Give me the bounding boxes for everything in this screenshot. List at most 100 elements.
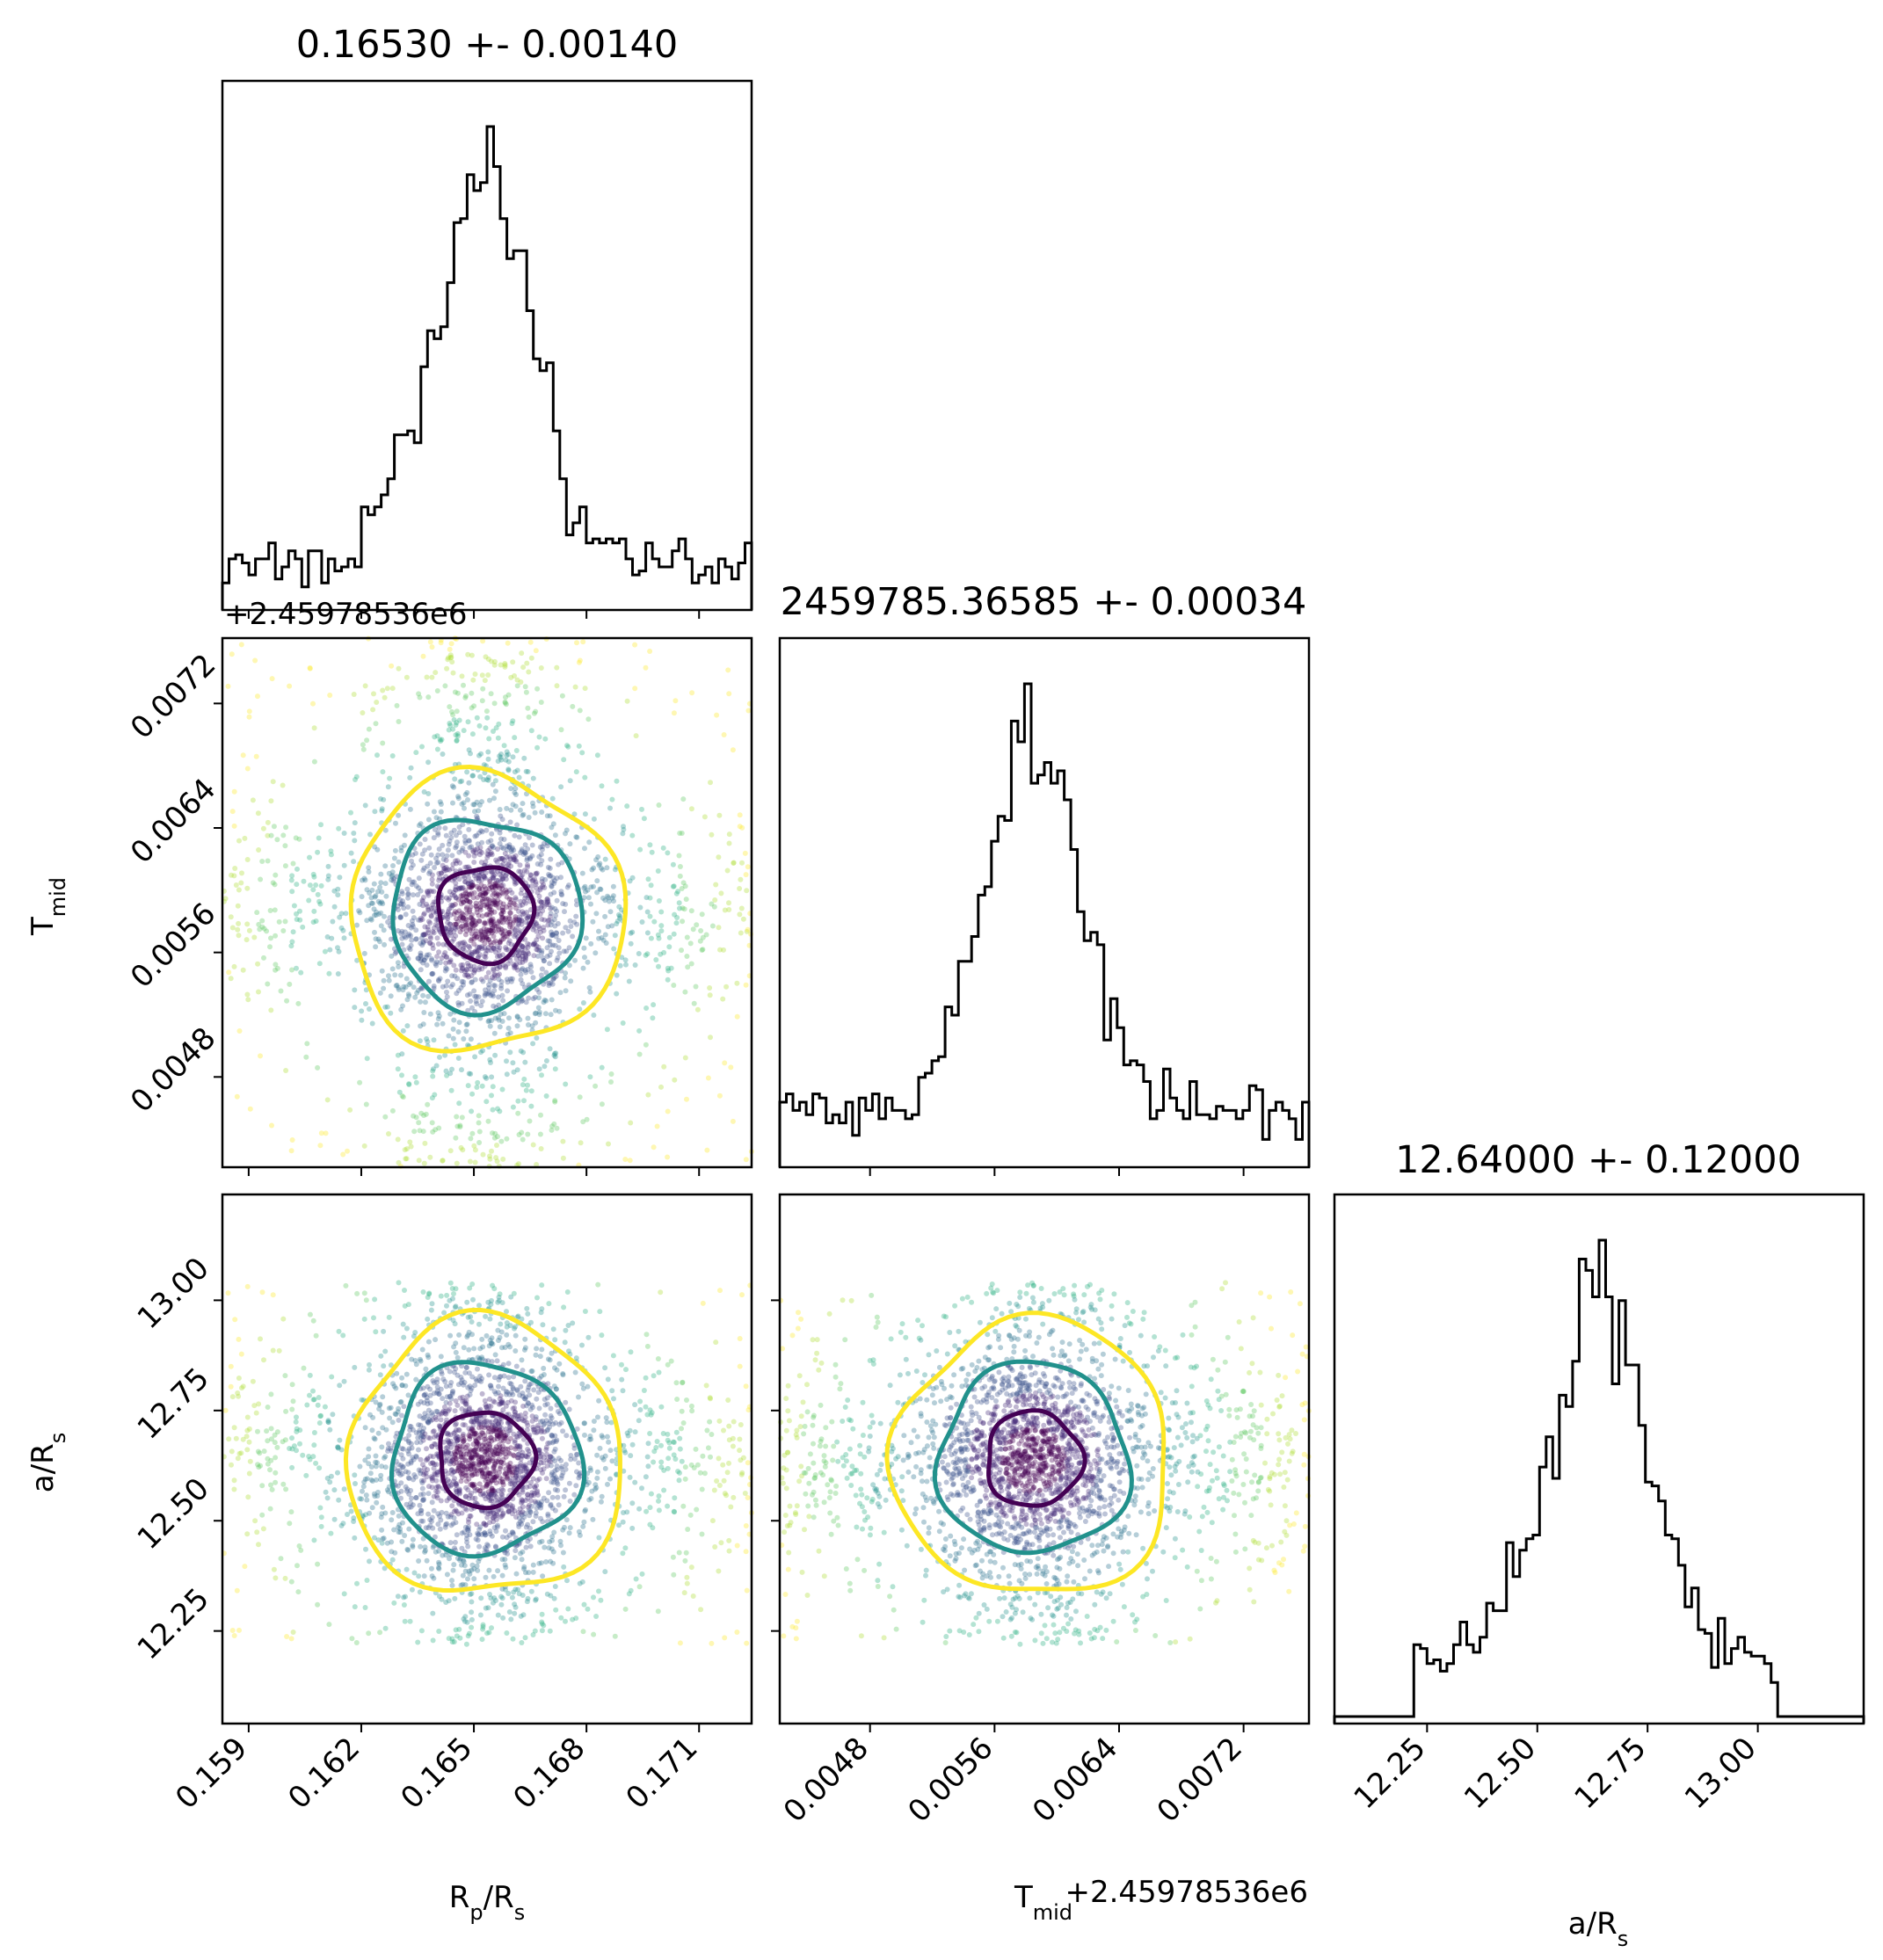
scatter-point (419, 898, 425, 904)
scatter-point (345, 1148, 350, 1154)
scatter-point (563, 1462, 569, 1468)
scatter-point (422, 1140, 428, 1146)
scatter-point (649, 849, 655, 855)
scatter-point (325, 863, 331, 869)
scatter-point (456, 1020, 462, 1026)
scatter-point (672, 698, 679, 704)
scatter-point (433, 815, 440, 821)
scatter-point (404, 886, 411, 892)
scatter-point (366, 1367, 372, 1373)
scatter-point (522, 1378, 528, 1384)
scatter-point (493, 1511, 499, 1517)
scatter-point (420, 1518, 426, 1524)
scatter-point (396, 719, 402, 724)
scatter-point (679, 1458, 685, 1464)
scatter-point (505, 759, 512, 765)
scatter-point (429, 674, 435, 680)
scatter-point (470, 677, 476, 683)
scatter-point (307, 854, 312, 860)
scatter-point (534, 947, 540, 953)
scatter-point (482, 934, 488, 940)
scatter-point (721, 732, 727, 737)
scatter-point (433, 1337, 439, 1343)
scatter-point (744, 928, 750, 934)
scatter-point (620, 1388, 626, 1394)
scatter-point (315, 1402, 321, 1408)
scatter-point (481, 874, 487, 879)
scatter-point (559, 1473, 565, 1478)
scatter-point (499, 876, 505, 882)
scatter-point (507, 905, 513, 911)
scatter-point (525, 769, 531, 774)
scatter-point (389, 966, 396, 972)
scatter-point (684, 1096, 689, 1102)
scatter-point (374, 1460, 380, 1466)
scatter-point (448, 1467, 454, 1473)
scatter-point (673, 920, 680, 926)
scatter-point (463, 924, 469, 930)
scatter-point (451, 784, 457, 790)
scatter-point (558, 1465, 564, 1471)
scatter-point (470, 917, 476, 923)
scatter-point (468, 1388, 474, 1393)
scatter-point (465, 719, 471, 725)
scatter-point (421, 932, 427, 938)
scatter-point (597, 1309, 603, 1315)
scatter-point (661, 949, 667, 955)
scatter-point (581, 945, 587, 951)
scatter-point (229, 872, 234, 878)
scatter-point (531, 1387, 537, 1393)
scatter-point (570, 703, 576, 709)
scatter-point (395, 928, 401, 933)
scatter-point (424, 674, 430, 680)
scatter-point (483, 920, 489, 926)
scatter-point (259, 859, 265, 864)
scatter-point (563, 988, 569, 994)
scatter-point (491, 658, 498, 664)
scatter-point (432, 826, 438, 832)
scatter-point (491, 1600, 496, 1606)
scatter-point (502, 699, 508, 705)
scatter-point (426, 1417, 433, 1422)
scatter-point (724, 1470, 731, 1476)
scatter-point (503, 694, 508, 701)
scatter-point (527, 1508, 534, 1514)
scatter-point (476, 852, 483, 858)
scatter-point (388, 993, 394, 999)
scatter-point (386, 1314, 392, 1320)
scatter-point (489, 1533, 495, 1539)
scatter-point (724, 867, 731, 874)
scatter-point (445, 916, 451, 922)
scatter-point (700, 947, 706, 953)
scatter-point (413, 1079, 419, 1085)
scatter-point (411, 879, 417, 885)
scatter-point (404, 1023, 411, 1029)
scatter-point (556, 1502, 562, 1508)
scatter-point (300, 924, 306, 930)
scatter-point (514, 767, 520, 773)
scatter-point (694, 1506, 700, 1513)
scatter-point (471, 873, 477, 879)
scatter-point (246, 927, 252, 933)
scatter-point (454, 733, 461, 739)
scatter-point (464, 1299, 470, 1305)
scatter-point (674, 1397, 680, 1402)
scatter-point (328, 1530, 334, 1536)
scatter-point (447, 867, 453, 873)
scatter-point (483, 1313, 489, 1319)
scatter-point (504, 1136, 510, 1142)
scatter-point (399, 1051, 405, 1057)
scatter-point (460, 822, 466, 828)
scatter-point (582, 774, 588, 780)
scatter-point (716, 925, 722, 931)
scatter-point (459, 1460, 465, 1466)
scatter-point (505, 861, 512, 867)
scatter-point (473, 998, 479, 1005)
scatter-point (316, 961, 323, 967)
scatter-point (462, 792, 469, 797)
scatter-point (579, 1342, 585, 1348)
scatter-point (366, 726, 372, 732)
scatter-point (489, 1485, 495, 1492)
scatter-point (421, 1010, 427, 1015)
scatter-point (447, 721, 453, 726)
